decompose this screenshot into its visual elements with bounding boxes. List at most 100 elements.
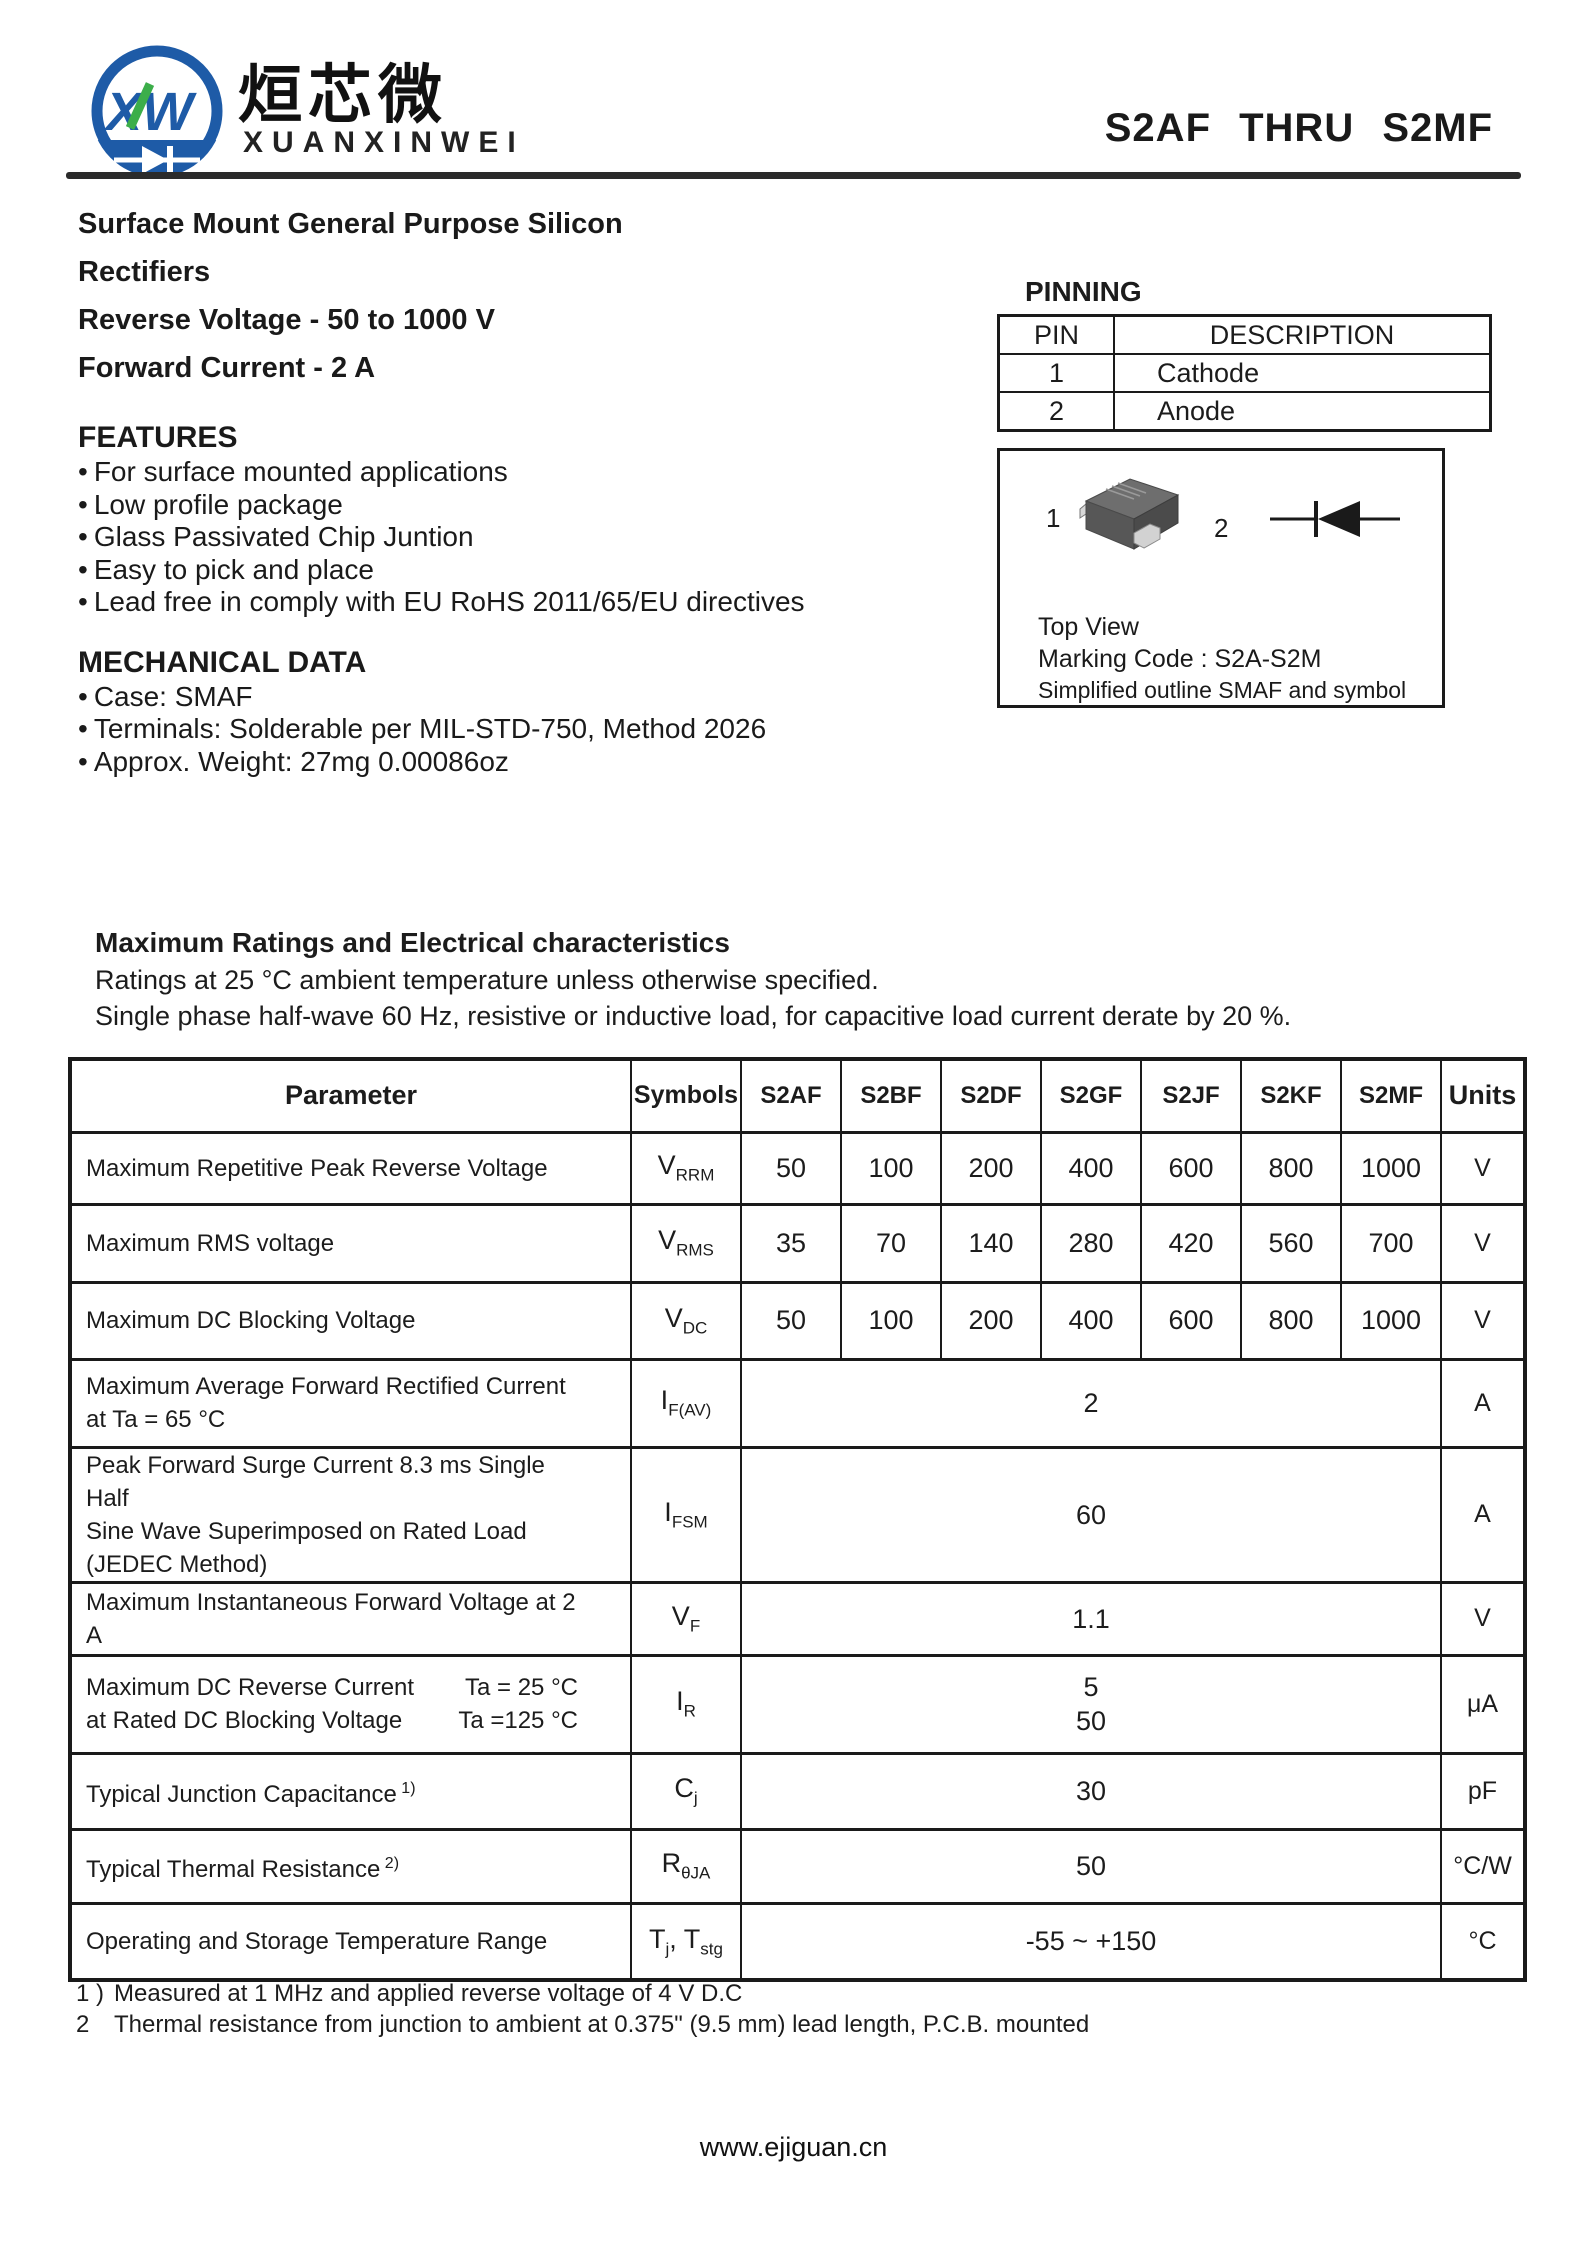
package-top-view-label: Top View — [1038, 613, 1139, 641]
param-line: at Ta = 65 °C — [86, 1403, 578, 1436]
param-text: Maximum Repetitive Peak Reverse Voltage — [86, 1154, 548, 1182]
footnote-ref: 2) — [380, 1854, 400, 1872]
feature-item: • Lead free in comply with EU RoHS 2011/6… — [78, 586, 805, 619]
symbol-subscript: F(AV) — [668, 1400, 712, 1420]
param-cell: Operating and Storage Temperature Range — [69, 1901, 632, 1982]
symbol-main: T — [649, 1923, 666, 1954]
value-cell: 280 — [1040, 1202, 1142, 1284]
pin-description: Anode — [1113, 391, 1492, 432]
value-line: -55 ~ +150 — [1025, 1926, 1157, 1957]
ratings-row: Maximum RMS voltage VRMS 35 70 140 280 420 560 7… — [69, 1202, 1526, 1284]
ratings-col-units: Units — [1440, 1057, 1526, 1134]
symbol-cell: VRMS — [630, 1202, 742, 1284]
param-condition: Ta = 25 °C — [465, 1674, 578, 1701]
param-text: Peak Forward Surge Current 8.3 ms Single… — [86, 1451, 545, 1512]
brand-name-chinese: 烜芯微 — [238, 59, 448, 131]
param-text: Maximum RMS voltage — [86, 1229, 335, 1257]
param-line: Maximum DC Reverse Current Ta = 25 °C — [86, 1671, 578, 1704]
intro-line-3: Forward Current - 2 A — [78, 352, 376, 384]
ratings-col-s2mf: S2MF — [1340, 1057, 1442, 1134]
symbol-subscript: j — [665, 1938, 670, 1958]
pinning-row: 1 Cathode — [997, 353, 1492, 393]
param-line: Operating and Storage Temperature Range — [86, 1925, 578, 1958]
footnote-marker: 1 ) — [76, 1980, 105, 2007]
footnote-marker: 2 — [76, 2011, 90, 2038]
symbol-subscript: F — [689, 1616, 701, 1636]
param-text: Maximum DC Reverse Current — [86, 1674, 415, 1701]
doc-title: S2AF THRU S2MF — [1104, 106, 1493, 150]
value-cell-merged: 2 — [740, 1357, 1442, 1449]
value-line: 5 — [1083, 1672, 1099, 1702]
param-cell: Maximum DC Blocking Voltage — [69, 1280, 632, 1361]
ratings-row: Maximum Average Forward Rectified Curren… — [69, 1357, 1526, 1449]
value-cell: 100 — [840, 1130, 942, 1206]
bullet-marker: • — [78, 745, 88, 777]
bullet-marker: • — [78, 713, 88, 744]
param-text: Typical Thermal Resistance 2) — [86, 1854, 400, 1883]
param-cell: Typical Junction Capacitance 1) — [69, 1751, 632, 1831]
param-line: Maximum RMS voltage — [86, 1227, 578, 1260]
ratings-table-wrap: Parameter Symbols S2AF S2BF S2DF S2GF S2JF S2KF… — [68, 1057, 1527, 1982]
ratings-col-s2df: S2DF — [940, 1057, 1042, 1134]
value-line: 50 — [1075, 1706, 1107, 1736]
package-marking-code: Marking Code : S2A-S2M — [1038, 645, 1322, 673]
param-line: at Rated DC Blocking Voltage Ta =125 °C — [86, 1704, 578, 1737]
brand-name-english: XUANXINWEI — [243, 126, 525, 159]
footnote-text: Thermal resistance from junction to ambi… — [114, 2011, 1090, 2038]
value-cell: 50 — [740, 1280, 842, 1361]
symbol-cell: IR — [630, 1653, 742, 1755]
ratings-row: Typical Junction Capacitance 1) Cj 30 pF — [69, 1751, 1526, 1831]
value-cell-merged: -55 ~ +150 — [740, 1901, 1442, 1982]
symbol-subscript: RMS — [676, 1240, 714, 1260]
pinning-heading: PINNING — [1025, 276, 1142, 307]
value-cell: 700 — [1340, 1202, 1442, 1284]
bullet-marker: • — [78, 586, 88, 617]
value-cell: 50 — [740, 1130, 842, 1206]
ratings-header-row: Parameter Symbols S2AF S2BF S2DF S2GF S2JF S2KF… — [69, 1057, 1526, 1134]
ratings-row: Operating and Storage Temperature Range T… — [69, 1901, 1526, 1982]
package-outline-box: 1 2 Top View Marking Code : S2A-S2M Simp… — [997, 448, 1445, 708]
symbol-cell: IF(AV) — [630, 1357, 742, 1449]
value-cell: 200 — [940, 1280, 1042, 1361]
pin-number: 2 — [997, 391, 1115, 432]
symbol-main: V — [658, 1225, 677, 1256]
intro-line-2: Reverse Voltage - 50 to 1000 V — [78, 304, 495, 336]
symbol-main: V — [657, 1150, 676, 1181]
symbol-cell: VRRM — [630, 1130, 742, 1206]
mech-item: • Case: SMAF — [78, 681, 738, 714]
unit-cell: pF — [1440, 1751, 1526, 1831]
pinning-table: PIN DESCRIPTION 1 Cathode 2 Anode — [997, 314, 1492, 432]
symbol-cell: VDC — [630, 1280, 742, 1361]
package-drawing — [1079, 478, 1180, 550]
pinning-row: 2 Anode — [997, 391, 1492, 432]
symbol-cell: RθJA — [630, 1827, 742, 1905]
unit-cell: μA — [1440, 1653, 1526, 1755]
value-cell-merged: 1.1 — [740, 1580, 1442, 1657]
value-cell: 140 — [940, 1202, 1042, 1284]
param-text: Operating and Storage Temperature Range — [86, 1927, 548, 1955]
footnote-ref: 1) — [396, 1779, 416, 1797]
bullet-marker: • — [78, 456, 88, 487]
symbol-main: V — [664, 1302, 683, 1333]
intro-line-1: Surface Mount General Purpose Silicon Re… — [78, 208, 623, 288]
param-cell: Maximum Average Forward Rectified Curren… — [69, 1357, 632, 1449]
value-cell: 800 — [1240, 1130, 1342, 1206]
ratings-row: Maximum DC Reverse Current Ta = 25 °C at R… — [69, 1653, 1526, 1755]
param-line: Peak Forward Surge Current 8.3 ms Single… — [86, 1449, 578, 1515]
param-line: Maximum DC Blocking Voltage — [86, 1304, 578, 1337]
logo-diode-icon — [114, 146, 200, 174]
package-pin2-label: 2 — [1214, 513, 1229, 543]
symbol-main: , T — [669, 1923, 701, 1954]
ratings-note-1: Ratings at 25 °C ambient temperature unl… — [95, 965, 879, 995]
unit-cell: A — [1440, 1445, 1526, 1584]
ratings-note-2: Single phase half-wave 60 Hz, resistive … — [95, 1001, 1292, 1031]
feature-item-label: Lead free in comply with EU RoHS 2011/65… — [93, 586, 805, 617]
mechanical-heading: MECHANICAL DATA — [78, 645, 367, 679]
ratings-row: Maximum Repetitive Peak Reverse Voltage V… — [69, 1130, 1526, 1206]
ratings-row: Maximum Instantaneous Forward Voltage at… — [69, 1580, 1526, 1657]
ratings-col-parameter: Parameter — [69, 1057, 632, 1134]
ratings-heading: Maximum Ratings and Electrical character… — [95, 927, 730, 958]
ratings-row: Peak Forward Surge Current 8.3 ms Single… — [69, 1445, 1526, 1584]
param-condition: Ta =125 °C — [458, 1707, 578, 1734]
symbol-cell: Cj — [630, 1751, 742, 1831]
